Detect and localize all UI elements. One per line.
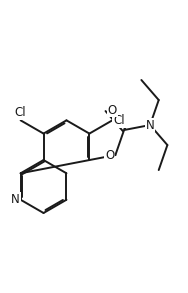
Text: N: N bbox=[146, 119, 154, 132]
Text: Cl: Cl bbox=[113, 114, 125, 127]
Text: Cl: Cl bbox=[15, 106, 27, 119]
Text: N: N bbox=[11, 193, 20, 206]
Text: O: O bbox=[108, 103, 117, 117]
Text: O: O bbox=[105, 149, 114, 161]
